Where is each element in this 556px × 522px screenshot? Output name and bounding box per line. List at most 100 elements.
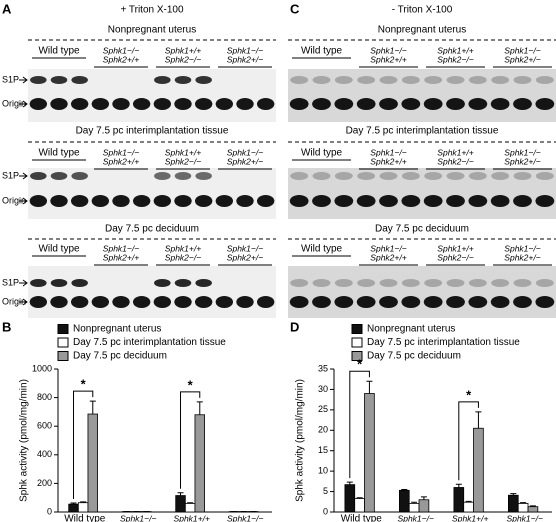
error-bar — [475, 411, 482, 429]
section-title: Day 7.5 pc deciduum — [105, 224, 199, 235]
band-origin — [236, 296, 254, 308]
panel-letter: C — [290, 1, 300, 16]
genotype-label: Wild type — [38, 46, 80, 57]
band-s1p — [535, 76, 554, 84]
genotype-label: Sphk1+/+ — [437, 243, 473, 253]
band-origin — [236, 195, 254, 207]
band-origin — [153, 195, 172, 207]
band-s1p — [71, 76, 88, 84]
legend-swatch — [57, 324, 69, 334]
significance-bracket — [180, 391, 201, 489]
significance-star: * — [188, 377, 194, 392]
blot-image — [288, 266, 556, 318]
genotype-label: Sphk1−/− — [103, 147, 139, 157]
y-tick-label: 25 — [318, 404, 328, 414]
band-origin — [535, 98, 555, 110]
bar — [418, 499, 430, 513]
bar — [473, 427, 484, 513]
genotype-label: Sphk2−/− — [437, 252, 473, 262]
band-s1p — [446, 172, 465, 180]
genotype-label: Sphk2+/− — [504, 252, 540, 262]
y-tick-label: 400 — [37, 449, 52, 459]
marker-arrow — [19, 197, 28, 205]
error-bar — [177, 492, 184, 496]
x-tick-label: Sphk1−/− — [120, 513, 156, 522]
bar — [463, 501, 474, 513]
band-s1p — [195, 172, 212, 180]
band-origin — [312, 195, 331, 207]
band-s1p — [154, 172, 171, 180]
panel-letter: A — [2, 1, 12, 16]
error-bar — [366, 380, 373, 394]
legend-swatch — [351, 337, 363, 348]
band-s1p — [195, 279, 212, 287]
band-s1p — [290, 279, 309, 287]
band-s1p — [50, 279, 68, 287]
genotype-label: Sphk2+/+ — [370, 252, 406, 262]
band-origin — [132, 195, 151, 207]
legend-label: Nonpregnant uterus — [367, 324, 455, 335]
x-tick-label: Sphk1+/+ — [174, 513, 210, 522]
band-origin — [112, 296, 130, 308]
band-s1p — [30, 279, 47, 287]
genotype-label: Sphk2−/− — [165, 252, 201, 262]
genotype-label: Sphk2+/+ — [103, 156, 139, 166]
lane-marker: S1P — [2, 277, 19, 287]
lane-marker: S1P — [2, 74, 19, 84]
band-origin — [379, 296, 398, 308]
genotype-label: Sphk1−/− — [227, 147, 263, 157]
band-s1p — [424, 279, 443, 287]
band-origin — [70, 195, 89, 207]
band-s1p — [491, 76, 510, 84]
band-origin — [112, 195, 130, 207]
band-s1p — [334, 172, 353, 180]
bar — [408, 503, 420, 513]
panel-letter: D — [290, 319, 299, 334]
genotype-label: Sphk1−/− — [370, 45, 406, 55]
band-origin — [29, 296, 48, 308]
section-title: Nonpregnant uterus — [108, 25, 196, 36]
band-origin — [513, 296, 532, 308]
band-origin — [468, 98, 488, 110]
band-origin — [446, 98, 465, 110]
band-s1p — [312, 172, 331, 180]
band-s1p — [195, 76, 212, 84]
genotype-label: Sphk1−/− — [370, 243, 406, 253]
x-tick-label: Wild type — [64, 514, 106, 522]
band-origin — [50, 296, 68, 308]
band-s1p — [71, 279, 88, 287]
error-bar — [529, 505, 536, 507]
genotype-label: Sphk1+/+ — [165, 243, 201, 253]
band-origin — [215, 195, 234, 207]
band-origin — [468, 195, 488, 207]
error-bar — [455, 483, 462, 488]
band-s1p — [174, 279, 192, 287]
genotype-label: Sphk1−/− — [504, 45, 540, 55]
band-origin — [513, 98, 532, 110]
band-origin — [356, 296, 376, 308]
band-s1p — [30, 172, 47, 180]
band-origin — [289, 195, 309, 207]
x-tick-label: Wild type — [341, 514, 383, 522]
lane-marker: Origin — [2, 296, 26, 306]
band-origin — [334, 195, 354, 207]
error-bar — [465, 500, 472, 503]
genotype-label: Sphk2+/+ — [103, 252, 139, 262]
band-s1p — [513, 172, 532, 180]
band-origin — [513, 195, 532, 207]
lane-marker: Origin — [2, 195, 26, 205]
error-bar — [411, 501, 418, 504]
band-s1p — [513, 76, 532, 84]
genotype-label: Sphk2+/− — [227, 156, 263, 166]
genotype-label: Sphk2−/− — [165, 54, 201, 64]
error-bar — [510, 493, 517, 496]
band-s1p — [535, 172, 554, 180]
blot-image — [288, 69, 556, 122]
band-origin — [215, 98, 234, 110]
section-title: Day 7.5 pc interimplantation tissue — [346, 126, 499, 137]
genotype-label: Wild type — [301, 46, 343, 57]
band-origin — [490, 98, 510, 110]
significance-star: * — [357, 357, 363, 372]
marker-arrow — [19, 76, 28, 84]
